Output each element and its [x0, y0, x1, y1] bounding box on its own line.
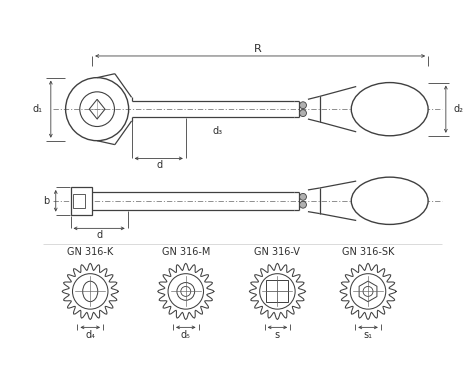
Text: GN 316-K: GN 316-K	[67, 247, 114, 257]
Text: d: d	[156, 160, 162, 170]
Text: R: R	[254, 44, 262, 54]
Circle shape	[300, 110, 306, 116]
Ellipse shape	[352, 177, 428, 225]
Bar	[266, 280, 288, 303]
Polygon shape	[62, 263, 118, 320]
Bar	[70, 187, 92, 214]
Bar	[74, 194, 86, 208]
Text: b: b	[44, 196, 50, 206]
Polygon shape	[249, 263, 305, 320]
Circle shape	[300, 193, 306, 200]
Circle shape	[300, 201, 306, 208]
Text: d₃: d₃	[212, 126, 222, 136]
Circle shape	[300, 102, 306, 109]
Text: GN 316-M: GN 316-M	[162, 247, 210, 257]
Ellipse shape	[83, 281, 98, 302]
Text: GN 316-V: GN 316-V	[255, 247, 300, 257]
Text: d₄: d₄	[85, 330, 95, 340]
Text: d₁: d₁	[33, 104, 43, 114]
Text: s₁: s₁	[363, 330, 372, 340]
Text: d₅: d₅	[181, 330, 191, 340]
Ellipse shape	[352, 82, 428, 136]
Text: d₂: d₂	[454, 104, 464, 114]
Text: d: d	[96, 230, 102, 240]
Text: s: s	[275, 330, 280, 340]
Text: GN 316-SK: GN 316-SK	[342, 247, 394, 257]
Polygon shape	[158, 263, 214, 320]
Polygon shape	[340, 263, 396, 320]
